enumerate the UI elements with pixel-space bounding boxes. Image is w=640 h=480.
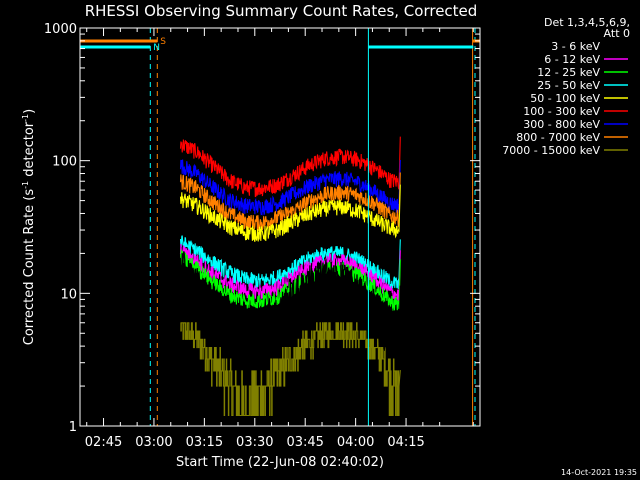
x-axis-ticks: 02:45 03:00 03:15 03:30 03:45 04:00 04:15 [85, 28, 474, 450]
x-tick-label: 02:45 [85, 435, 122, 450]
x-tick-label: 03:15 [186, 435, 223, 450]
legend-label-12-25-kev: 12 - 25 keV [537, 66, 600, 79]
legend-label-7000-15000-kev: 7000 - 15000 keV [502, 144, 600, 157]
series-group [179, 136, 401, 417]
x-axis-label: Start Time (22-Jun-08 02:40:02) [176, 455, 384, 470]
series-trace-800-7000-kev [179, 172, 401, 231]
y-tick-label: 10 [60, 287, 77, 302]
x-tick-label: 03:00 [135, 435, 172, 450]
legend-header: Det 1,3,4,5,6,9, [544, 16, 630, 29]
legend-label-800-7000-kev: 800 - 7000 keV [516, 131, 600, 144]
series-trace-100-300-kev [179, 136, 401, 198]
x-tick-label: 04:00 [337, 435, 374, 450]
series-trace-6-12-kev [179, 243, 401, 302]
timestamp: 14-Oct-2021 19:35 [561, 468, 637, 477]
legend-label-300-800-kev: 300 - 800 keV [523, 118, 600, 131]
series-trace-3-6-kev [179, 251, 401, 360]
series-trace-7000-15000-kev [180, 322, 401, 417]
x-tick-label: 04:15 [387, 435, 424, 450]
x-tick-label: 03:45 [286, 435, 323, 450]
flag-label-s: S [160, 37, 166, 47]
y-axis-label: Corrected Count Rate (s-1 detector-1) [21, 109, 37, 345]
legend-header: Att 0 [604, 27, 630, 40]
series-trace-300-800-kev [179, 159, 401, 216]
y-tick-label: 1 [69, 420, 77, 435]
flag-label-n: N [153, 43, 160, 53]
legend-label-50-100-kev: 50 - 100 keV [530, 92, 600, 105]
y-tick-label: 1000 [44, 22, 77, 37]
series-trace-25-50-kev [179, 235, 401, 291]
chart-title: RHESSI Observing Summary Count Rates, Co… [85, 2, 478, 20]
y-tick-label: 100 [52, 155, 77, 170]
x-tick-label: 03:30 [236, 435, 273, 450]
marker-lines [149, 28, 476, 426]
legend-label-100-300-kev: 100 - 300 keV [523, 105, 600, 118]
legend-label-6-12-kev: 6 - 12 keV [544, 53, 600, 66]
y-axis-ticks: 1 10 100 1000 [44, 22, 480, 435]
legend-label-3-6-kev: 3 - 6 keV [551, 40, 600, 53]
legend-label-25-50-kev: 25 - 50 keV [537, 79, 600, 92]
plot-frame [79, 27, 481, 427]
series-trace-50-100-kev [179, 184, 401, 242]
